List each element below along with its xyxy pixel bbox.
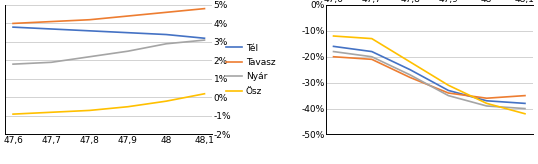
Legend: Tél, Tavasz, Nyár, Ösz: Tél, Tavasz, Nyár, Ösz: [223, 40, 279, 99]
Legend: Tél, Tavasz, Nyár, Ösz: Tél, Tavasz, Nyár, Ösz: [537, 40, 538, 99]
